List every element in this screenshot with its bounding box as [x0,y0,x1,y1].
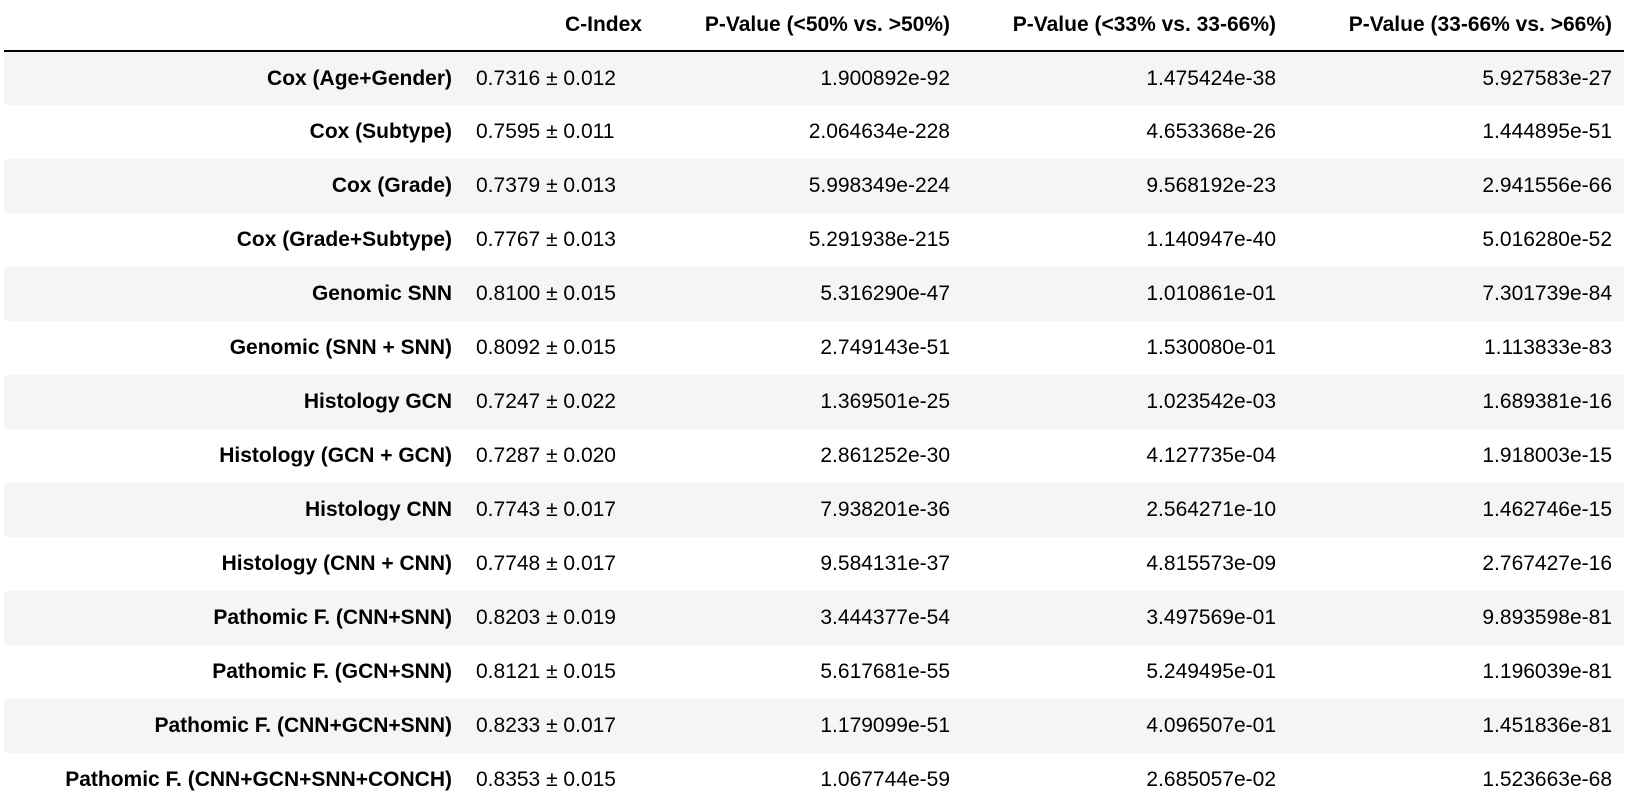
cell-c-index: 0.8353 ± 0.015 [464,753,654,807]
cell-p-value-66: 1.918003e-15 [1288,429,1624,483]
cell-p-value-33-66: 4.653368e-26 [962,105,1288,159]
row-model-name: Histology (CNN + CNN) [4,537,464,591]
cell-p-value-50: 1.900892e-92 [654,51,962,105]
header-p-value-33-66: P-Value (<33% vs. 33-66%) [962,0,1288,51]
cell-p-value-66: 2.767427e-16 [1288,537,1624,591]
cell-c-index: 0.8203 ± 0.019 [464,591,654,645]
cell-p-value-33-66: 1.023542e-03 [962,375,1288,429]
cell-c-index: 0.8092 ± 0.015 [464,321,654,375]
table-row: Genomic (SNN + SNN) 0.8092 ± 0.015 2.74914… [4,321,1624,375]
cell-p-value-66: 9.893598e-81 [1288,591,1624,645]
cell-p-value-50: 9.584131e-37 [654,537,962,591]
cell-c-index: 0.7287 ± 0.020 [464,429,654,483]
row-model-name: Cox (Grade+Subtype) [4,213,464,267]
results-table: C-Index P-Value (<50% vs. >50%) P-Value … [4,0,1624,807]
header-model [4,0,464,51]
cell-p-value-33-66: 9.568192e-23 [962,159,1288,213]
table-row: Cox (Grade+Subtype) 0.7767 ± 0.013 5.29193… [4,213,1624,267]
cell-p-value-66: 7.301739e-84 [1288,267,1624,321]
cell-c-index: 0.8100 ± 0.015 [464,267,654,321]
cell-p-value-66: 2.941556e-66 [1288,159,1624,213]
cell-p-value-33-66: 1.530080e-01 [962,321,1288,375]
row-model-name: Pathomic F. (GCN+SNN) [4,645,464,699]
cell-p-value-66: 1.113833e-83 [1288,321,1624,375]
cell-p-value-50: 5.316290e-47 [654,267,962,321]
cell-p-value-33-66: 1.010861e-01 [962,267,1288,321]
row-model-name: Pathomic F. (CNN+SNN) [4,591,464,645]
table-row: Pathomic F. (GCN+SNN) 0.8121 ± 0.015 5.617… [4,645,1624,699]
cell-p-value-66: 1.444895e-51 [1288,105,1624,159]
cell-p-value-50: 1.179099e-51 [654,699,962,753]
header-p-value-50: P-Value (<50% vs. >50%) [654,0,962,51]
cell-p-value-50: 3.444377e-54 [654,591,962,645]
table-row: Histology (GCN + GCN) 0.7287 ± 0.020 2.861… [4,429,1624,483]
cell-p-value-33-66: 1.140947e-40 [962,213,1288,267]
row-model-name: Histology CNN [4,483,464,537]
header-p-value-66: P-Value (33-66% vs. >66%) [1288,0,1624,51]
cell-c-index: 0.7748 ± 0.017 [464,537,654,591]
cell-p-value-66: 1.196039e-81 [1288,645,1624,699]
table-header: C-Index P-Value (<50% vs. >50%) P-Value … [4,0,1624,51]
cell-p-value-50: 2.749143e-51 [654,321,962,375]
cell-c-index: 0.7379 ± 0.013 [464,159,654,213]
table-row: Genomic SNN 0.8100 ± 0.015 5.316290e-47 1.0… [4,267,1624,321]
cell-c-index: 0.7743 ± 0.017 [464,483,654,537]
cell-p-value-50: 1.067744e-59 [654,753,962,807]
table-row: Cox (Age+Gender) 0.7316 ± 0.012 1.900892e-… [4,51,1624,105]
row-model-name: Genomic SNN [4,267,464,321]
table-row: Cox (Subtype) 0.7595 ± 0.011 2.064634e-228… [4,105,1624,159]
row-model-name: Histology GCN [4,375,464,429]
cell-p-value-50: 1.369501e-25 [654,375,962,429]
cell-p-value-33-66: 3.497569e-01 [962,591,1288,645]
cell-c-index: 0.7767 ± 0.013 [464,213,654,267]
cell-c-index: 0.7595 ± 0.011 [464,105,654,159]
cell-p-value-66: 1.451836e-81 [1288,699,1624,753]
cell-c-index: 0.7247 ± 0.022 [464,375,654,429]
row-model-name: Cox (Subtype) [4,105,464,159]
cell-p-value-33-66: 4.127735e-04 [962,429,1288,483]
cell-p-value-50: 5.291938e-215 [654,213,962,267]
row-model-name: Pathomic F. (CNN+GCN+SNN) [4,699,464,753]
cell-p-value-66: 5.016280e-52 [1288,213,1624,267]
cell-p-value-66: 1.689381e-16 [1288,375,1624,429]
table-row: Histology CNN 0.7743 ± 0.017 7.938201e-36 2… [4,483,1624,537]
row-model-name: Cox (Age+Gender) [4,51,464,105]
row-model-name: Genomic (SNN + SNN) [4,321,464,375]
cell-c-index: 0.8233 ± 0.017 [464,699,654,753]
cell-p-value-33-66: 4.815573e-09 [962,537,1288,591]
table-body: Cox (Age+Gender) 0.7316 ± 0.012 1.900892e-… [4,51,1624,807]
cell-p-value-50: 2.064634e-228 [654,105,962,159]
cell-p-value-66: 1.523663e-68 [1288,753,1624,807]
row-model-name: Histology (GCN + GCN) [4,429,464,483]
header-c-index: C-Index [464,0,654,51]
cell-p-value-66: 5.927583e-27 [1288,51,1624,105]
table-row: Pathomic F. (CNN+GCN+SNN) 0.8233 ± 0.017 1… [4,699,1624,753]
header-row: C-Index P-Value (<50% vs. >50%) P-Value … [4,0,1624,51]
cell-p-value-50: 5.998349e-224 [654,159,962,213]
table-row: Cox (Grade) 0.7379 ± 0.013 5.998349e-224 9.… [4,159,1624,213]
cell-p-value-33-66: 2.564271e-10 [962,483,1288,537]
cell-c-index: 0.8121 ± 0.015 [464,645,654,699]
cell-p-value-33-66: 1.475424e-38 [962,51,1288,105]
cell-p-value-50: 2.861252e-30 [654,429,962,483]
table-row: Histology (CNN + CNN) 0.7748 ± 0.017 9.584… [4,537,1624,591]
cell-p-value-33-66: 4.096507e-01 [962,699,1288,753]
row-model-name: Pathomic F. (CNN+GCN+SNN+CONCH) [4,753,464,807]
cell-p-value-50: 7.938201e-36 [654,483,962,537]
table-row: Histology GCN 0.7247 ± 0.022 1.369501e-25 1… [4,375,1624,429]
cell-p-value-33-66: 5.249495e-01 [962,645,1288,699]
table-row: Pathomic F. (CNN+SNN) 0.8203 ± 0.019 3.444… [4,591,1624,645]
results-table-container: C-Index P-Value (<50% vs. >50%) P-Value … [4,0,1624,807]
row-model-name: Cox (Grade) [4,159,464,213]
cell-c-index: 0.7316 ± 0.012 [464,51,654,105]
table-row: Pathomic F. (CNN+GCN+SNN+CONCH) 0.8353 ± … [4,753,1624,807]
cell-p-value-33-66: 2.685057e-02 [962,753,1288,807]
cell-p-value-66: 1.462746e-15 [1288,483,1624,537]
cell-p-value-50: 5.617681e-55 [654,645,962,699]
